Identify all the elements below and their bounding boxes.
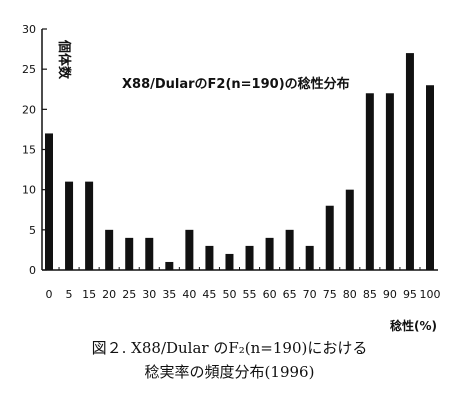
x-tick-label: 60 bbox=[263, 288, 277, 301]
x-tick-label: 55 bbox=[243, 288, 257, 301]
x-tick-label: 5 bbox=[66, 288, 73, 301]
y-tick-label: 25 bbox=[22, 63, 36, 76]
x-tick-label: 40 bbox=[182, 288, 196, 301]
x-tick-label: 50 bbox=[222, 288, 236, 301]
bar-70 bbox=[305, 245, 314, 270]
y-axis-ticks: 0 5 10 15 20 25 30 bbox=[22, 23, 47, 277]
x-tick-label: 70 bbox=[303, 288, 317, 301]
bar-30 bbox=[145, 237, 154, 270]
y-tick-label: 0 bbox=[29, 264, 36, 277]
x-axis-ticks: 0 5 15 20 25 30 35 40 45 50 55 60 65 70 75 80 85 90 95 100 bbox=[46, 267, 441, 301]
figure-caption-line1: 図２. X88/Dular のF₂(n=190)における bbox=[91, 339, 368, 357]
x-tick-label: 20 bbox=[102, 288, 116, 301]
x-axis-label: 稔性(%) bbox=[390, 318, 437, 333]
bar-80 bbox=[345, 189, 354, 270]
x-tick-label: 90 bbox=[383, 288, 397, 301]
bar-85 bbox=[365, 93, 374, 271]
x-tick-label: 35 bbox=[162, 288, 176, 301]
x-tick-label: 25 bbox=[122, 288, 136, 301]
bar-45 bbox=[205, 245, 214, 270]
y-tick-label: 10 bbox=[22, 184, 36, 197]
bar-75 bbox=[325, 205, 334, 270]
bar-0 bbox=[45, 133, 53, 270]
bar-40 bbox=[185, 229, 194, 270]
figure-caption-line2: 稔実率の頻度分布(1996) bbox=[144, 363, 315, 381]
bar-20 bbox=[105, 229, 114, 270]
bar-5 bbox=[65, 181, 74, 270]
x-tick-label: 80 bbox=[343, 288, 357, 301]
y-tick-label: 20 bbox=[22, 103, 36, 116]
x-tick-label: 15 bbox=[82, 288, 96, 301]
x-tick-label: 65 bbox=[283, 288, 297, 301]
bar-90 bbox=[385, 93, 394, 271]
y-axis-label: 個体数 bbox=[56, 39, 72, 80]
bar-65 bbox=[285, 229, 294, 270]
x-tick-label: 0 bbox=[46, 288, 53, 301]
y-tick-label: 30 bbox=[22, 23, 36, 36]
bars bbox=[45, 53, 434, 271]
bar-55 bbox=[245, 245, 254, 270]
bar-50 bbox=[225, 253, 234, 270]
x-tick-label: 75 bbox=[323, 288, 337, 301]
x-tick-label: 95 bbox=[403, 288, 417, 301]
x-tick-label: 100 bbox=[420, 288, 441, 301]
y-tick-label: 15 bbox=[22, 144, 36, 157]
chart-title: X88/DularのF2(n=190)の稔性分布 bbox=[122, 76, 350, 92]
x-tick-label: 85 bbox=[363, 288, 377, 301]
bar-95 bbox=[405, 53, 414, 270]
x-tick-label: 30 bbox=[142, 288, 156, 301]
x-tick-label: 45 bbox=[202, 288, 216, 301]
y-tick-label: 5 bbox=[29, 224, 36, 237]
bar-35 bbox=[165, 261, 174, 270]
bar-100 bbox=[426, 85, 434, 270]
bar-15 bbox=[85, 181, 94, 270]
bar-60 bbox=[265, 237, 274, 270]
bar-25 bbox=[125, 237, 134, 270]
